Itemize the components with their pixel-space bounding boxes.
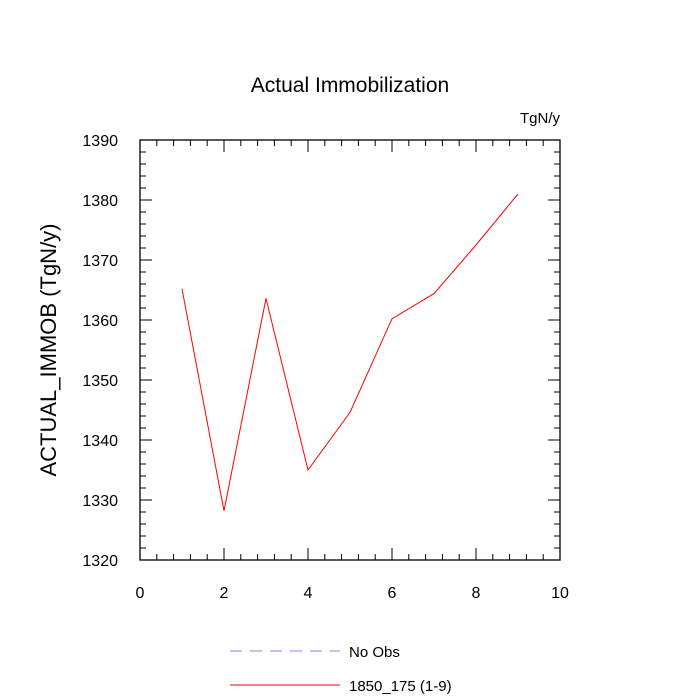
- x-tick-label: 8: [472, 585, 481, 602]
- series-line: [181, 193, 519, 511]
- chart-title: Actual Immobilization: [251, 74, 449, 97]
- x-tick-label: 6: [388, 585, 397, 602]
- x-tick-label: 4: [304, 585, 313, 602]
- y-tick-label: 1340: [82, 433, 118, 450]
- y-tick-label: 1330: [82, 493, 118, 510]
- x-tick-label: 10: [551, 585, 569, 602]
- y-tick-label: 1360: [82, 313, 118, 330]
- tick-labels: 0 2 4 6 8 10 1320 1330 1340 1350 1360 1370 1380 1390: [82, 133, 569, 602]
- y-tick-label: 1380: [82, 193, 118, 210]
- legend-label: No Obs: [349, 644, 400, 661]
- legend-label: 1850_175 (1-9): [349, 678, 452, 695]
- legend: No Obs 1850_175 (1-9): [230, 644, 452, 695]
- y-tick-label: 1390: [82, 133, 118, 150]
- units-label: TgN/y: [520, 110, 561, 127]
- plot-frame: [139, 139, 561, 561]
- series-layer: [181, 193, 519, 511]
- axis-ticks: [139, 139, 561, 561]
- y-tick-label: 1370: [82, 253, 118, 270]
- y-tick-label: 1350: [82, 373, 118, 390]
- y-axis-title: ACTUAL_IMMOB (TgN/y): [36, 223, 61, 476]
- y-tick-label: 1320: [82, 553, 118, 570]
- x-tick-label: 2: [220, 585, 229, 602]
- x-tick-label: 0: [136, 585, 145, 602]
